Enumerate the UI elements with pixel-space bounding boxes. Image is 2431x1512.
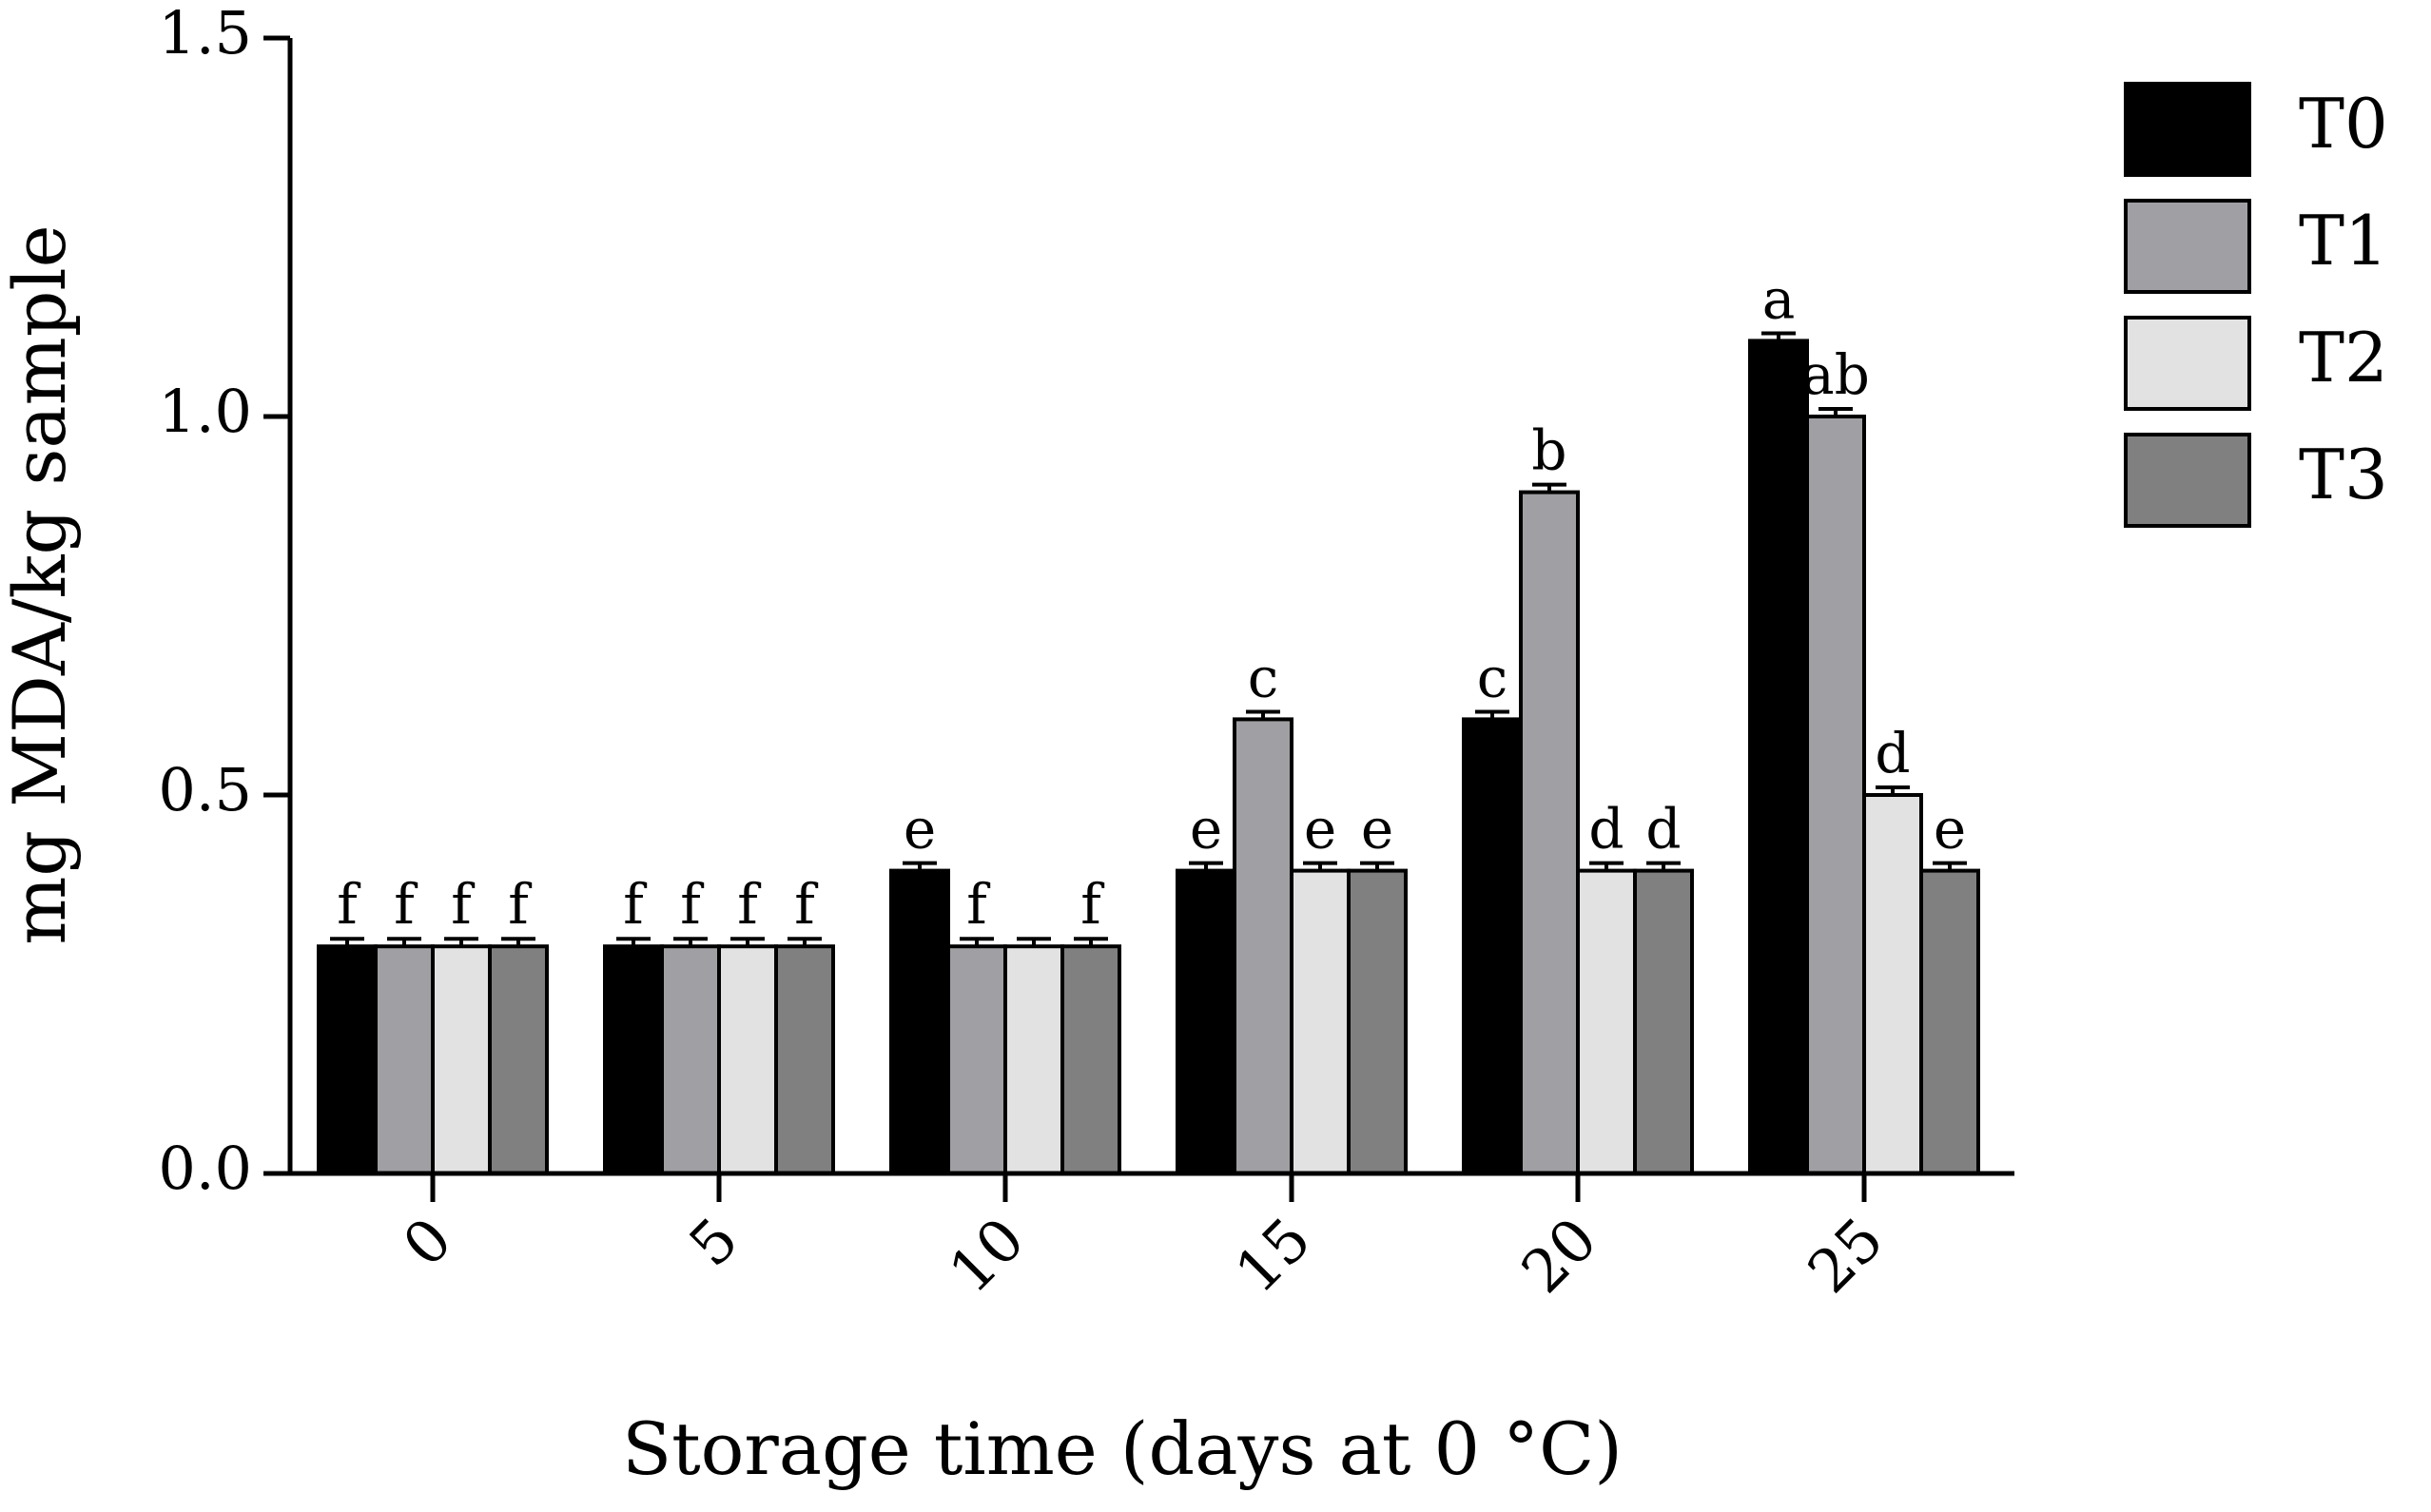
- legend-label-T0: T0: [2299, 84, 2388, 164]
- y-axis-title: mg MDA/kg sample: [0, 224, 82, 944]
- significance-label-T1-5: f: [680, 872, 704, 937]
- y-tick-label-1.0: 1.0: [158, 377, 252, 446]
- bar-T0-5: [603, 944, 664, 1176]
- bar-T0-10: [889, 868, 950, 1175]
- legend-swatch-T2: [2124, 316, 2251, 411]
- bar-T3-20: [1633, 868, 1694, 1175]
- significance-label-T3-0: f: [508, 872, 532, 937]
- significance-label-T0-20: c: [1477, 645, 1507, 709]
- bar-T3-25: [1919, 868, 1980, 1175]
- significance-label-T0-15: e: [1190, 797, 1222, 862]
- legend-label-T2: T2: [2299, 318, 2388, 397]
- significance-label-T3-25: e: [1934, 797, 1966, 862]
- bar-T0-0: [317, 944, 378, 1176]
- bar-T2-0: [431, 944, 492, 1176]
- x-tick-label-10: 10: [936, 1204, 1038, 1306]
- x-axis-title: Storage time (days at 0 °C): [622, 1406, 1623, 1491]
- bar-T2-5: [717, 944, 778, 1176]
- legend-swatch-T0: [2124, 82, 2251, 177]
- bar-T1-0: [374, 944, 435, 1176]
- bar-T3-10: [1060, 944, 1121, 1176]
- significance-label-T2-25: d: [1875, 721, 1910, 785]
- significance-label-T1-15: c: [1248, 645, 1278, 709]
- y-tick-label-0.5: 0.5: [158, 755, 252, 824]
- bar-T1-15: [1233, 717, 1293, 1176]
- significance-label-T3-20: d: [1645, 797, 1681, 862]
- x-tick-label-20: 20: [1508, 1204, 1610, 1306]
- bar-T2-10: [1003, 944, 1064, 1176]
- bar-T1-25: [1805, 415, 1866, 1175]
- bar-T2-15: [1290, 868, 1351, 1175]
- x-tick-label-0: 0: [389, 1204, 465, 1280]
- legend-label-T1: T1: [2299, 201, 2388, 281]
- legend-swatch-T1: [2124, 199, 2251, 294]
- bar-T0-20: [1462, 717, 1523, 1176]
- y-tick-label-1.5: 1.5: [158, 0, 252, 68]
- bar-T2-20: [1576, 868, 1637, 1175]
- x-tick-label-25: 25: [1795, 1204, 1896, 1306]
- legend-label-T3: T3: [2299, 435, 2388, 514]
- significance-label-T3-10: f: [1080, 872, 1104, 937]
- legend-swatch-T3: [2124, 433, 2251, 528]
- bar-T3-0: [488, 944, 549, 1176]
- significance-label-T0-10: e: [904, 797, 936, 862]
- significance-label-T3-5: f: [794, 872, 818, 937]
- bar-T1-20: [1519, 490, 1580, 1175]
- significance-label-T1-10: f: [966, 872, 990, 937]
- legend: T0 T1 T2 T3: [2124, 82, 2388, 528]
- bar-T3-15: [1347, 868, 1408, 1175]
- significance-label-T2-15: e: [1304, 797, 1336, 862]
- x-tick-label-15: 15: [1222, 1204, 1324, 1306]
- bar-T2-25: [1862, 793, 1923, 1175]
- bar-T1-10: [946, 944, 1007, 1176]
- bar-T1-5: [660, 944, 721, 1176]
- significance-label-T0-0: f: [337, 872, 360, 937]
- significance-label-T3-15: e: [1361, 797, 1393, 862]
- significance-label-T1-20: b: [1531, 418, 1566, 483]
- significance-label-T1-0: f: [394, 872, 418, 937]
- significance-label-T0-5: f: [623, 872, 647, 937]
- significance-label-T1-25: ab: [1801, 342, 1870, 407]
- bar-T0-25: [1748, 339, 1809, 1175]
- significance-label-T2-5: f: [737, 872, 761, 937]
- y-tick-label-0.0: 0.0: [158, 1134, 252, 1203]
- x-tick-label-5: 5: [675, 1204, 751, 1280]
- significance-label-T2-20: d: [1588, 797, 1624, 862]
- significance-label-T2-0: f: [451, 872, 475, 937]
- significance-label-T0-25: a: [1762, 266, 1796, 331]
- bar-T0-15: [1176, 868, 1236, 1175]
- bar-T3-5: [774, 944, 835, 1176]
